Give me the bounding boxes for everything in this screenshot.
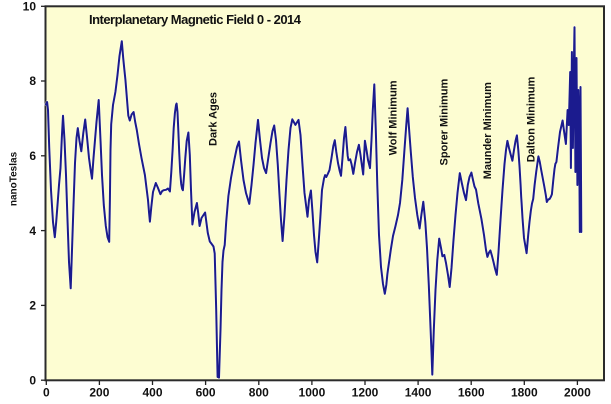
svg-text:Wolf Minimum: Wolf Minimum <box>387 80 399 155</box>
svg-text:Maunder Minimum: Maunder Minimum <box>482 82 494 179</box>
svg-text:800: 800 <box>249 386 269 400</box>
svg-text:1800: 1800 <box>511 386 538 400</box>
svg-text:200: 200 <box>89 386 109 400</box>
svg-text:Dalton Minimum: Dalton Minimum <box>526 77 538 163</box>
svg-text:1000: 1000 <box>299 386 326 400</box>
svg-text:4: 4 <box>29 224 36 238</box>
svg-text:Dark Ages: Dark Ages <box>208 92 220 146</box>
svg-text:1400: 1400 <box>405 386 432 400</box>
svg-text:400: 400 <box>142 386 162 400</box>
svg-text:Sporer Minimum: Sporer Minimum <box>439 78 451 165</box>
svg-text:10: 10 <box>23 0 37 14</box>
svg-text:nanoTeslas: nanoTeslas <box>9 151 20 206</box>
svg-text:600: 600 <box>196 386 216 400</box>
svg-text:0: 0 <box>29 373 36 387</box>
svg-text:0: 0 <box>43 386 50 400</box>
svg-text:2000: 2000 <box>564 386 591 400</box>
svg-text:Interplanetary Magnetic Field: Interplanetary Magnetic Field 0 - 2014 <box>89 12 302 27</box>
svg-text:1600: 1600 <box>458 386 485 400</box>
svg-text:2: 2 <box>29 299 36 313</box>
svg-text:6: 6 <box>29 149 36 163</box>
svg-text:8: 8 <box>29 74 36 88</box>
svg-text:1200: 1200 <box>352 386 379 400</box>
